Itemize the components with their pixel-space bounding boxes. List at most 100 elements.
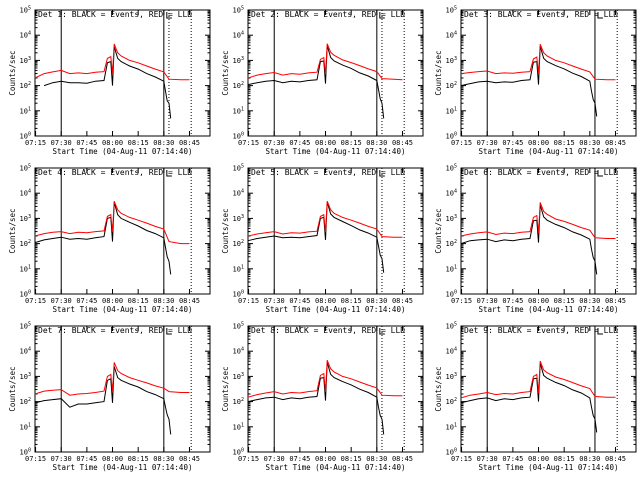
x-tick-label: 08:00 xyxy=(528,139,549,147)
x-tick-label: 08:15 xyxy=(128,139,149,147)
x-tick-label: 08:30 xyxy=(579,455,600,463)
y-tick-label: 105 xyxy=(233,6,244,15)
panel-title: Det 9: BLACK = Events, RED = LLD xyxy=(464,326,618,335)
x-tick-label: 08:00 xyxy=(528,297,549,305)
detector-panel-1: 100 101 102 103 104 105 07:15 07:30 07:45 08:00 08… xyxy=(8,6,211,156)
x-tick-label: 08:00 xyxy=(315,139,336,147)
y-tick-label: 103 xyxy=(20,56,31,65)
x-tick-label: 08:15 xyxy=(554,139,575,147)
x-tick-label: 08:15 xyxy=(341,455,362,463)
x-tick-label: 07:15 xyxy=(25,297,46,305)
y-tick-label: 103 xyxy=(20,372,31,381)
y-tick-label: 105 xyxy=(446,6,457,15)
plot-frame xyxy=(460,9,637,137)
x-tick-label: 07:45 xyxy=(289,455,310,463)
x-tick-label: 07:30 xyxy=(51,139,72,147)
x-tick-label: 07:30 xyxy=(264,297,285,305)
lld-series-line xyxy=(34,362,190,396)
y-axis-label: Counts/sec xyxy=(434,366,443,411)
detector-panel-3: 100 101 102 103 104 105 07:15 07:30 07:45 08:00 08… xyxy=(434,6,637,156)
x-tick-label: 07:30 xyxy=(477,139,498,147)
y-tick-label: 103 xyxy=(233,372,244,381)
x-tick-label: 08:45 xyxy=(179,139,200,147)
y-tick-label: 104 xyxy=(20,189,31,198)
y-axis-label: Counts/sec xyxy=(8,50,17,95)
events-series-line xyxy=(247,45,385,119)
y-tick-label: 100 xyxy=(20,448,31,457)
y-tick-label: 104 xyxy=(446,31,457,40)
y-tick-label: 102 xyxy=(446,81,457,90)
x-tick-label: 07:45 xyxy=(502,455,523,463)
y-tick-label: 102 xyxy=(20,397,31,406)
y-tick-label: 104 xyxy=(233,31,244,40)
x-tick-label: 08:30 xyxy=(153,297,174,305)
x-tick-label: 08:30 xyxy=(153,139,174,147)
panel-title: Det 3: BLACK = Events, RED = LLD xyxy=(464,10,618,19)
events-series-line xyxy=(34,202,172,275)
y-tick-label: 100 xyxy=(233,132,244,141)
x-tick-label: 08:00 xyxy=(102,139,123,147)
detector-panel-2: 100 101 102 103 104 105 07:15 07:30 07:45 08:00 08… xyxy=(221,6,424,156)
events-series-line xyxy=(460,46,598,117)
y-axis-label: Counts/sec xyxy=(8,366,17,411)
x-axis-label: Start Time (04-Aug-11 07:14:40) xyxy=(53,463,193,472)
x-tick-label: 08:45 xyxy=(605,455,626,463)
y-tick-label: 105 xyxy=(20,322,31,331)
x-tick-label: 07:15 xyxy=(238,139,259,147)
plot-frame xyxy=(247,167,424,295)
x-tick-label: 08:00 xyxy=(102,455,123,463)
x-tick-label: 08:30 xyxy=(366,455,387,463)
panel-title: Det 1: BLACK = Events, RED = LLD xyxy=(38,10,192,19)
y-tick-label: 102 xyxy=(20,81,31,90)
x-tick-label: 07:45 xyxy=(76,139,97,147)
x-tick-label: 08:30 xyxy=(366,297,387,305)
y-tick-label: 101 xyxy=(20,422,31,431)
y-tick-label: 105 xyxy=(233,164,244,173)
events-series-line xyxy=(43,46,172,119)
x-tick-label: 08:45 xyxy=(179,455,200,463)
x-axis-label: Start Time (04-Aug-11 07:14:40) xyxy=(479,463,619,472)
interval-flag-icon xyxy=(597,12,603,19)
y-axis-label: Counts/sec xyxy=(434,208,443,253)
y-tick-label: 101 xyxy=(20,264,31,273)
interval-flag-icon xyxy=(166,328,172,335)
x-axis-label: Start Time (04-Aug-11 07:14:40) xyxy=(53,305,193,314)
interval-flag-icon xyxy=(166,170,172,177)
y-axis-label: Counts/sec xyxy=(221,50,230,95)
plot-frame xyxy=(34,325,211,453)
interval-flag-icon xyxy=(597,328,603,335)
interval-flag-icon xyxy=(379,12,385,19)
y-tick-label: 104 xyxy=(446,347,457,356)
x-tick-label: 08:15 xyxy=(341,297,362,305)
detector-panel-5: 100 101 102 103 104 105 07:15 07:30 07:45 08:00 08… xyxy=(221,164,424,314)
y-tick-label: 100 xyxy=(446,132,457,141)
detector-panel-8: 100 101 102 103 104 105 07:15 07:30 07:45 08:00 08… xyxy=(221,322,424,472)
x-tick-label: 08:00 xyxy=(315,455,336,463)
panel-title: Det 2: BLACK = Events, RED = LLD xyxy=(251,10,405,19)
y-tick-label: 105 xyxy=(20,6,31,15)
x-axis-label: Start Time (04-Aug-11 07:14:40) xyxy=(266,305,406,314)
detector-panel-4: 100 101 102 103 104 105 07:15 07:30 07:45 08:00 08… xyxy=(8,164,211,314)
plot-frame xyxy=(247,9,424,137)
x-tick-label: 08:45 xyxy=(392,297,413,305)
lld-series-line xyxy=(460,44,616,81)
lld-series-line xyxy=(460,360,616,399)
y-tick-label: 103 xyxy=(233,214,244,223)
x-tick-label: 07:30 xyxy=(264,455,285,463)
x-tick-label: 08:45 xyxy=(392,455,413,463)
y-tick-label: 101 xyxy=(233,422,244,431)
x-tick-label: 08:00 xyxy=(102,297,123,305)
lld-series-line xyxy=(247,43,403,81)
x-tick-label: 07:45 xyxy=(289,297,310,305)
x-tick-label: 07:15 xyxy=(451,139,472,147)
y-tick-label: 103 xyxy=(233,56,244,65)
y-tick-label: 101 xyxy=(446,264,457,273)
x-tick-label: 07:15 xyxy=(238,297,259,305)
x-tick-label: 07:15 xyxy=(238,455,259,463)
x-axis-label: Start Time (04-Aug-11 07:14:40) xyxy=(53,147,193,156)
x-tick-label: 07:45 xyxy=(76,297,97,305)
x-tick-label: 07:30 xyxy=(264,139,285,147)
plot-frame xyxy=(34,167,211,295)
y-axis-label: Counts/sec xyxy=(434,50,443,95)
y-tick-label: 104 xyxy=(233,347,244,356)
